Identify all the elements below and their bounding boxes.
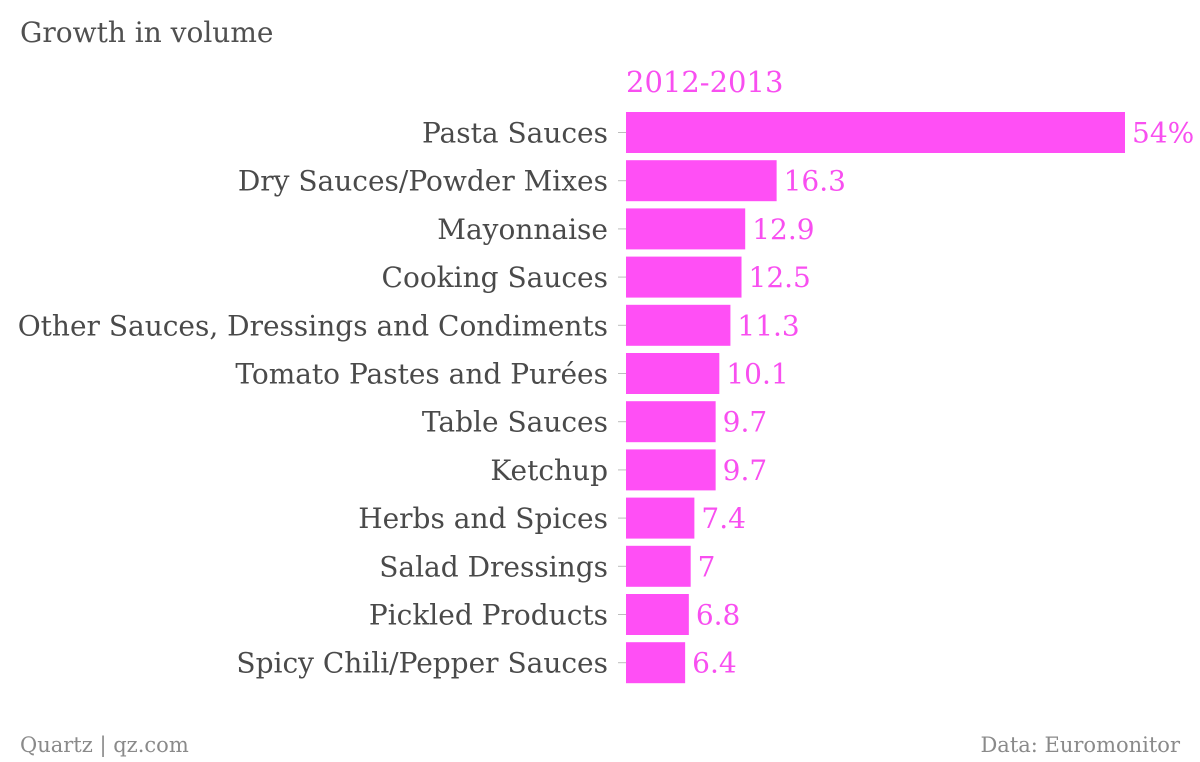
category-label: Spicy Chili/Pepper Sauces xyxy=(236,647,608,680)
value-label: 12.5 xyxy=(749,261,811,294)
value-label: 12.9 xyxy=(752,213,814,246)
value-label: 16.3 xyxy=(784,165,846,198)
category-label: Pickled Products xyxy=(369,599,608,632)
chart-title: Growth in volume xyxy=(20,16,273,49)
bar xyxy=(626,401,716,443)
bar xyxy=(626,545,691,587)
bar xyxy=(626,304,731,346)
value-label: 6.8 xyxy=(696,599,741,632)
bar xyxy=(626,160,777,202)
value-label: 7 xyxy=(698,550,716,583)
category-label: Herbs and Spices xyxy=(358,502,608,535)
bars-group: Pasta Sauces 54% Dry Sauces/Powder Mixes 16… xyxy=(18,112,1194,684)
bar xyxy=(626,256,742,298)
bar xyxy=(626,449,716,491)
category-label: Ketchup xyxy=(490,454,608,487)
value-label: 7.4 xyxy=(701,502,746,535)
bar xyxy=(626,353,720,394)
bar xyxy=(626,208,746,250)
bar xyxy=(626,642,686,684)
bar xyxy=(626,594,689,635)
value-label: 54% xyxy=(1132,117,1194,150)
bar xyxy=(626,497,695,539)
value-label: 6.4 xyxy=(692,647,737,680)
footer-source-left: Quartz | qz.com xyxy=(20,733,189,758)
category-label: Pasta Sauces xyxy=(422,117,608,150)
category-label: Table Sauces xyxy=(422,406,608,439)
value-label: 9.7 xyxy=(723,406,768,439)
category-label: Mayonnaise xyxy=(437,213,608,246)
series-label: 2012-2013 xyxy=(626,65,783,99)
bar xyxy=(626,112,1125,153)
category-label: Dry Sauces/Powder Mixes xyxy=(238,165,608,198)
value-label: 9.7 xyxy=(723,454,768,487)
category-label: Other Sauces, Dressings and Condiments xyxy=(18,309,608,342)
footer-source-right: Data: Euromonitor xyxy=(980,733,1180,757)
category-label: Cooking Sauces xyxy=(382,261,608,294)
value-label: 10.1 xyxy=(726,358,788,391)
category-label: Salad Dressings xyxy=(379,550,608,583)
category-label: Tomato Pastes and Purées xyxy=(235,358,608,391)
value-label: 11.3 xyxy=(737,309,799,342)
